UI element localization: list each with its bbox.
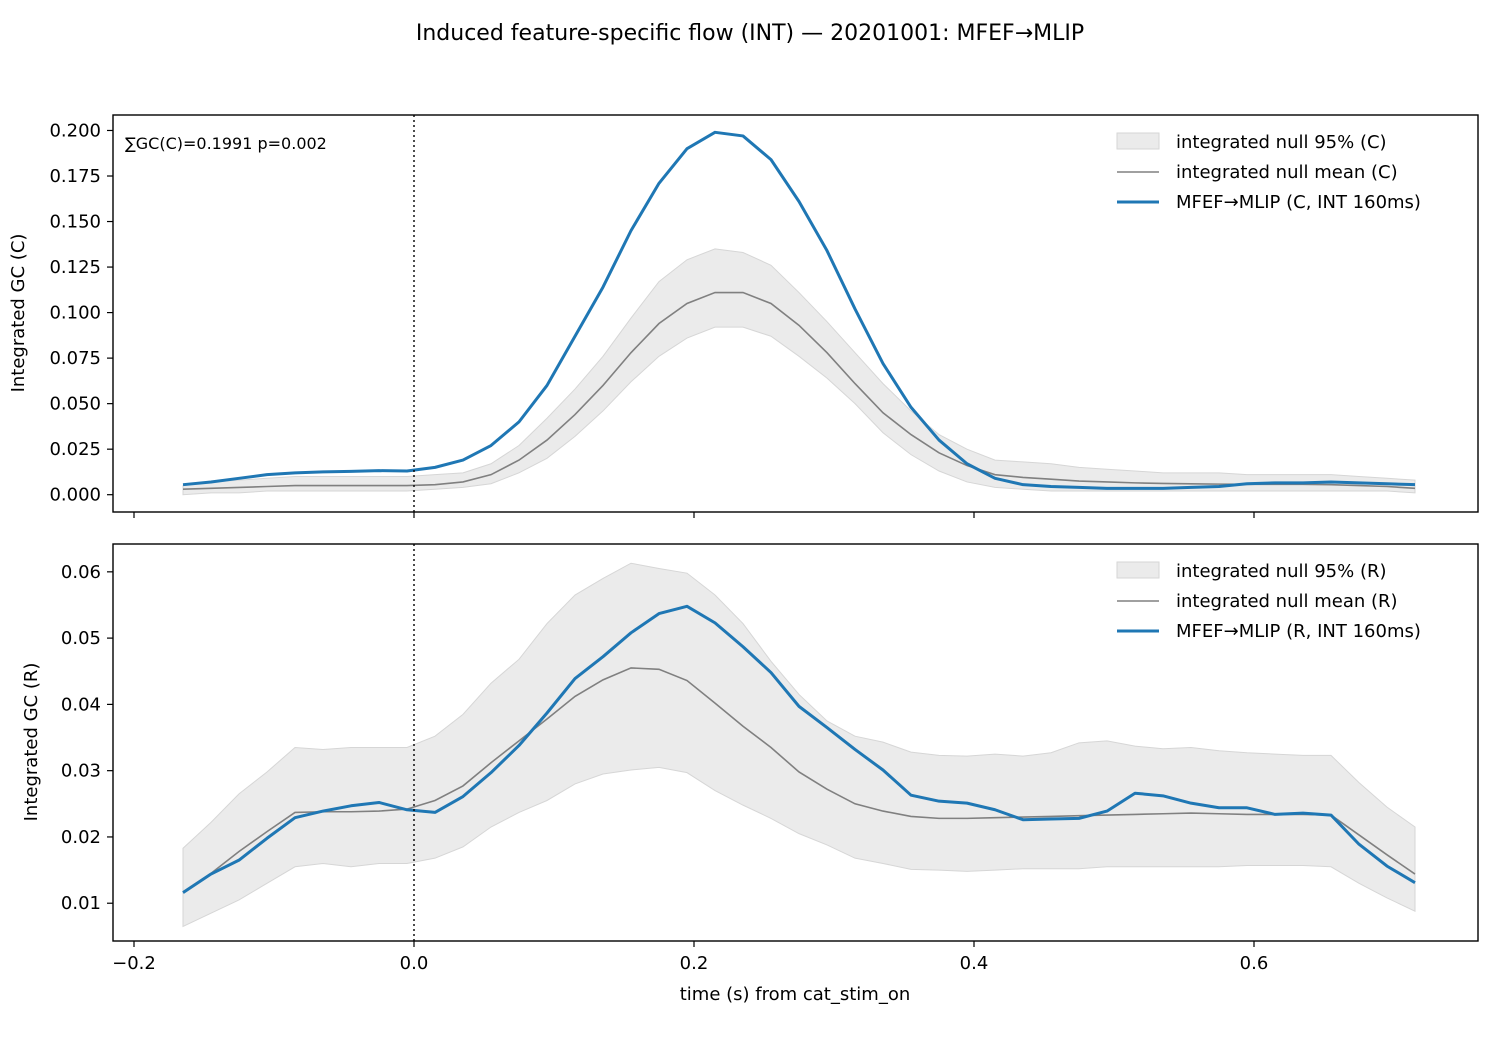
axes-frame-c xyxy=(112,114,1479,513)
null-mean-line-r xyxy=(182,667,1416,893)
legend-label-mean-r: integrated null mean (R) xyxy=(1176,591,1398,612)
ticks-c: 0.000 0.025 0.050 0.075 0.100 0.125 0.150 0.175… xyxy=(49,120,1255,518)
y-tick-label: 0.175 xyxy=(49,166,101,187)
y-tick-label: 0.200 xyxy=(49,120,101,141)
x-tick-label: 0.6 xyxy=(1240,953,1269,974)
y-tick-label: 0.000 xyxy=(49,485,101,506)
x-tick-label: 0.4 xyxy=(960,953,989,974)
legend-swatch-band-c xyxy=(1116,132,1160,150)
panel-top: 0.000 0.025 0.050 0.075 0.100 0.125 0.150 0.175… xyxy=(8,114,1479,518)
legend-swatch-band-r xyxy=(1116,561,1160,579)
y-tick-label: 0.075 xyxy=(49,348,101,369)
legend-c: integrated null 95% (C) integrated null … xyxy=(1116,132,1421,213)
y-tick-label: 0.050 xyxy=(49,394,101,415)
y-tick-label: 0.025 xyxy=(49,439,101,460)
legend-label-observed-c: MFEF→MLIP (C, INT 160ms) xyxy=(1176,192,1421,213)
legend-r: integrated null 95% (R) integrated null … xyxy=(1116,561,1421,642)
y-tick-label: 0.100 xyxy=(49,303,101,324)
y-tick-label: 0.150 xyxy=(49,212,101,233)
y-tick-label: 0.04 xyxy=(61,694,101,715)
ticks-r: −0.2 0.0 0.2 0.4 0.6 0.01 0.02 0.03 0.04 0.05 0.06 xyxy=(61,562,1268,974)
legend-label-observed-r: MFEF→MLIP (R, INT 160ms) xyxy=(1176,621,1421,642)
null-mean-line-c xyxy=(182,291,1416,491)
y-tick-label: 0.03 xyxy=(61,761,101,782)
null-band-c xyxy=(182,248,1416,496)
legend-label-band-c: integrated null 95% (C) xyxy=(1176,132,1387,153)
y-tick-label: 0.06 xyxy=(61,562,101,583)
annotation-c: ∑GC(C)=0.1991 p=0.002 xyxy=(125,134,327,153)
ylabel-r: Integrated GC (R) xyxy=(21,663,42,822)
y-tick-label: 0.05 xyxy=(61,628,101,649)
x-tick-label: 0.2 xyxy=(680,953,709,974)
y-tick-label: 0.01 xyxy=(61,893,101,914)
legend-label-band-r: integrated null 95% (R) xyxy=(1176,561,1387,582)
figure-title: Induced feature-specific flow (INT) — 20… xyxy=(416,21,1084,46)
y-tick-label: 0.02 xyxy=(61,827,101,848)
x-tick-label: 0.0 xyxy=(400,953,429,974)
axes-frame-r xyxy=(112,543,1479,942)
x-tick-label: −0.2 xyxy=(112,953,156,974)
xlabel: time (s) from cat_stim_on xyxy=(680,984,911,1005)
legend-label-mean-c: integrated null mean (C) xyxy=(1176,162,1398,183)
observed-line-r xyxy=(182,604,1416,894)
y-tick-label: 0.125 xyxy=(49,257,101,278)
ylabel-c: Integrated GC (C) xyxy=(8,234,29,393)
panel-bottom: −0.2 0.0 0.2 0.4 0.6 0.01 0.02 0.03 0.04 0.05 0.06… xyxy=(21,543,1479,974)
observed-line-c xyxy=(182,130,1416,490)
null-band-r xyxy=(182,562,1416,928)
